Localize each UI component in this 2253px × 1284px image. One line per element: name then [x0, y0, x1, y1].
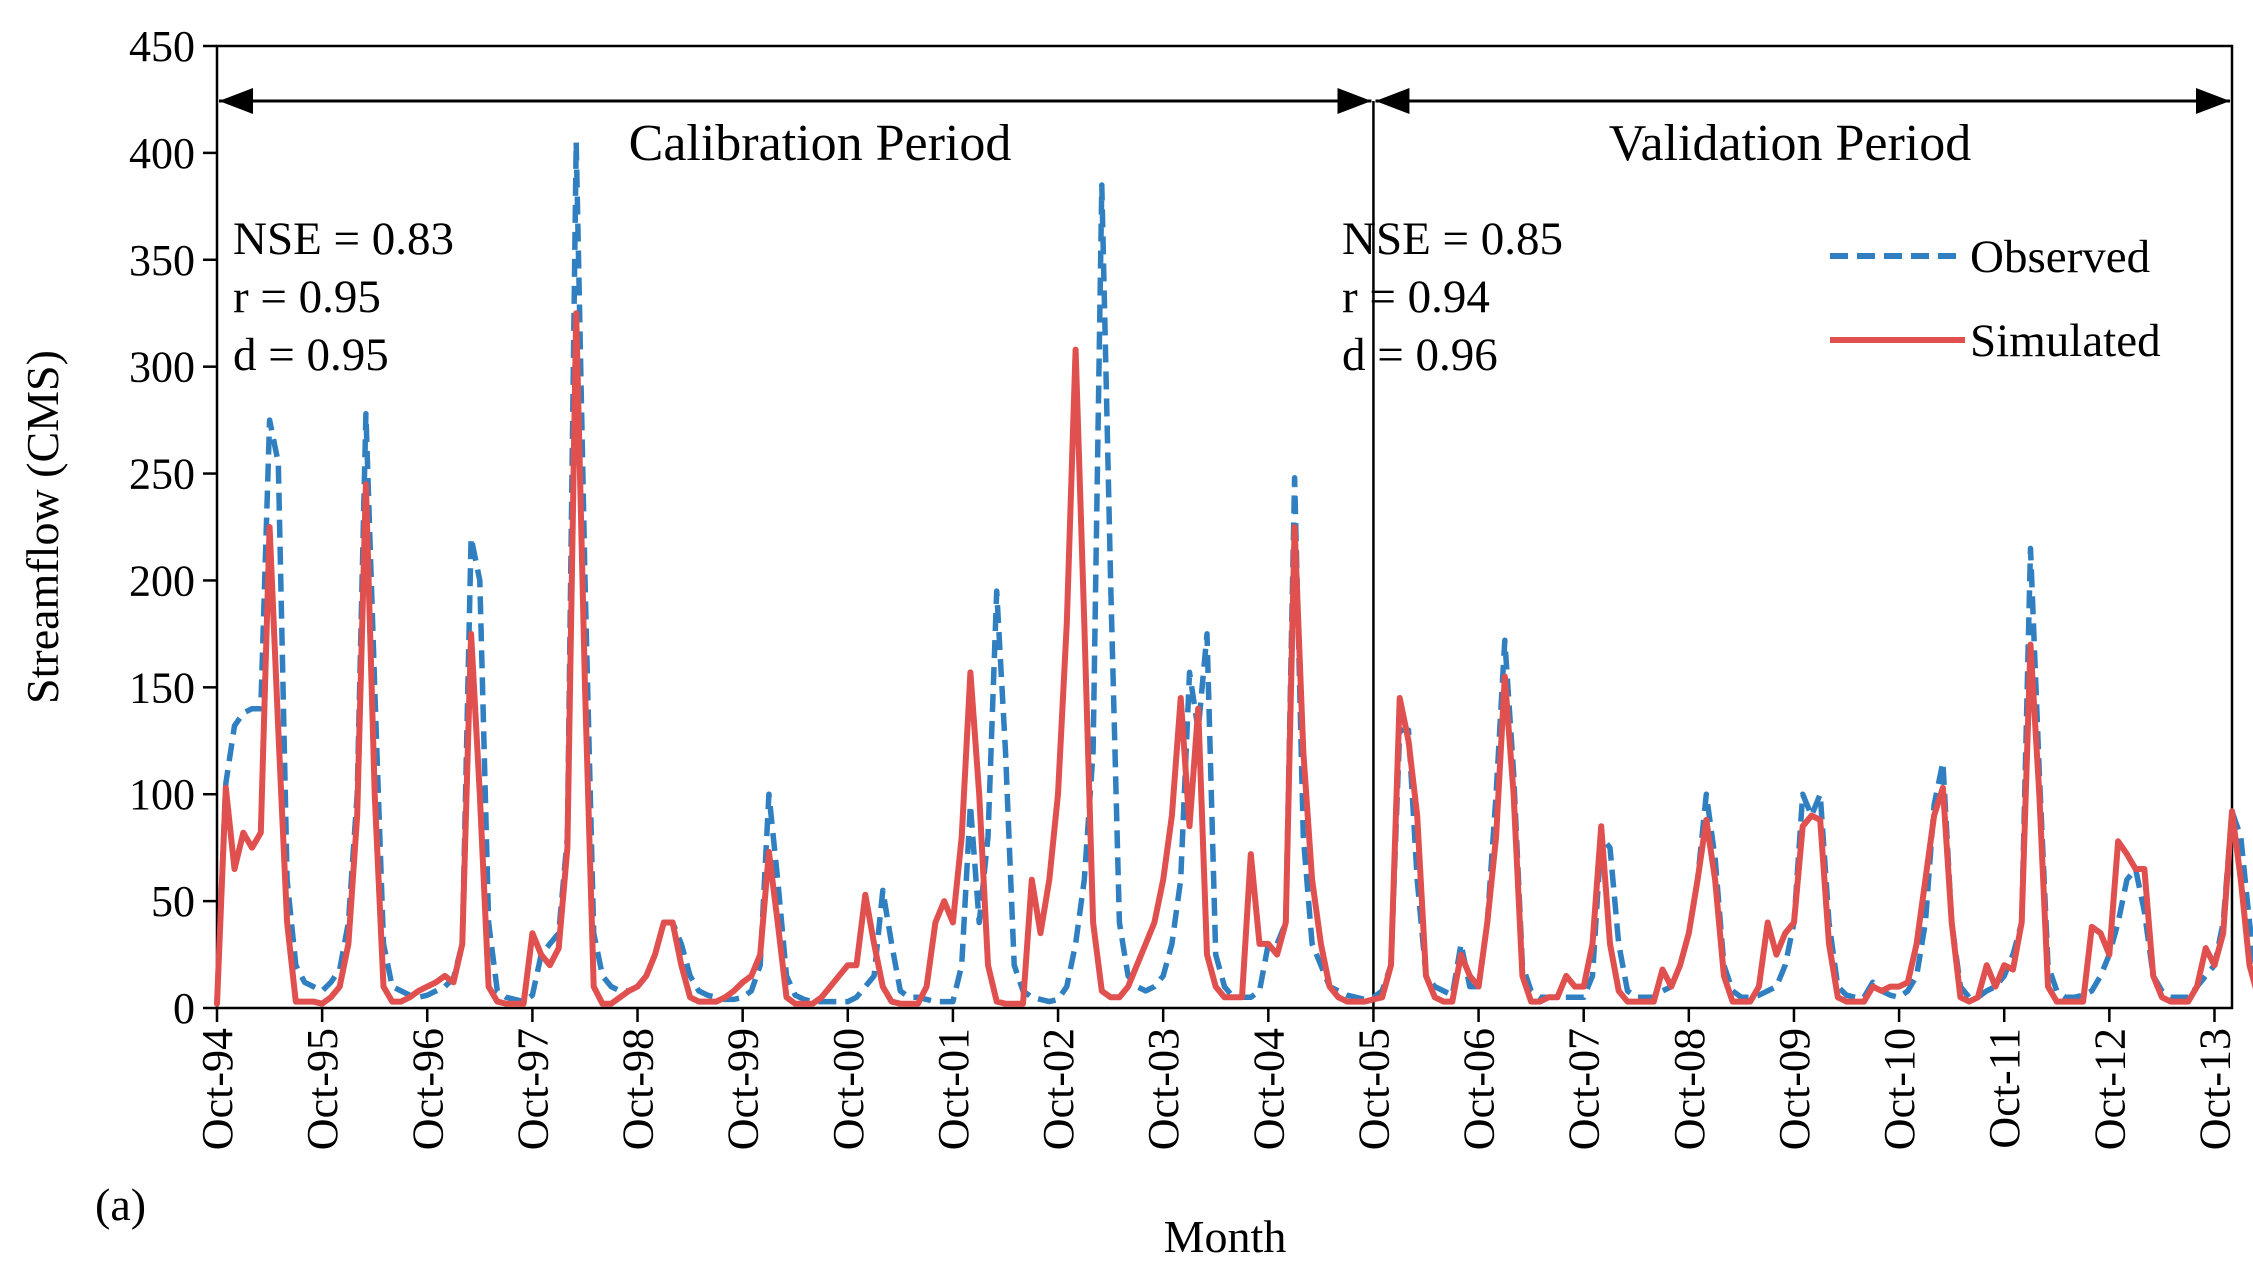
data-series [214, 139, 2253, 1007]
x-tick-label: Oct-98 [614, 1028, 663, 1150]
y-tick-label: 350 [129, 236, 195, 285]
x-tick-label: Oct-10 [1875, 1028, 1924, 1150]
period-stat: d = 0.95 [233, 329, 389, 381]
x-tick-label: Oct-05 [1349, 1028, 1398, 1150]
y-tick-label: 0 [173, 984, 195, 1033]
x-axis-title: Month [1164, 1211, 1287, 1262]
y-tick-label: 50 [151, 877, 195, 926]
x-tick-label: Oct-02 [1034, 1028, 1083, 1150]
y-tick-label: 400 [129, 129, 195, 178]
y-tick-label: 150 [129, 663, 195, 712]
legend-label-simulated: Simulated [1970, 315, 2161, 367]
x-tick-label: Oct-00 [824, 1028, 873, 1150]
y-axis: 0 50 100 150 200 250 300 350 400 450 [129, 22, 217, 1033]
period-annotations: Calibration Period NSE = 0.83 r = 0.95 d = … [219, 88, 2230, 1008]
x-tick-label: Oct-06 [1455, 1028, 1504, 1150]
x-tick-label: Oct-96 [403, 1028, 452, 1150]
x-tick-label: Oct-08 [1665, 1028, 1714, 1150]
period-stat: r = 0.94 [1342, 271, 1490, 323]
x-tick-label: Oct-03 [1139, 1028, 1188, 1150]
x-tick-label: Oct-07 [1560, 1028, 1609, 1150]
x-tick-label: Oct-04 [1244, 1028, 1293, 1150]
panel-label: (a) [95, 1179, 146, 1230]
x-tick-label: Oct-11 [1980, 1028, 2029, 1149]
y-tick-label: 100 [129, 770, 195, 819]
plot-area-frame [215, 44, 2234, 1010]
x-tick-label: Oct-12 [2085, 1028, 2134, 1150]
period-label-calibration: Calibration Period [629, 115, 1012, 172]
legend-label-observed: Observed [1970, 231, 2150, 283]
y-axis-title: Streamflow (CMS) [17, 350, 68, 704]
period-stat: NSE = 0.85 [1342, 213, 1563, 265]
series-line-simulated [214, 310, 2253, 1007]
x-tick-label: Oct-13 [2190, 1028, 2239, 1150]
x-axis: Oct-94 Oct-95 Oct-96 Oct-97 Oct-98 Oct-99 Oct-… [193, 1008, 2239, 1150]
y-tick-label: 250 [129, 450, 195, 499]
period-stat: r = 0.95 [233, 271, 381, 323]
x-tick-label: Oct-97 [508, 1028, 557, 1150]
y-tick-label: 450 [129, 22, 195, 71]
legend: Observed Simulated [1830, 231, 2161, 367]
x-tick-label: Oct-01 [929, 1028, 978, 1150]
x-tick-label: Oct-94 [193, 1028, 242, 1150]
x-tick-label: Oct-09 [1770, 1028, 1819, 1150]
period-stat: NSE = 0.83 [233, 213, 454, 265]
x-tick-label: Oct-99 [719, 1028, 768, 1150]
y-tick-label: 200 [129, 556, 195, 605]
period-label-validation: Validation Period [1609, 115, 1972, 172]
x-tick-label: Oct-95 [298, 1028, 347, 1150]
y-tick-label: 300 [129, 343, 195, 392]
period-stat: d = 0.96 [1342, 329, 1498, 381]
